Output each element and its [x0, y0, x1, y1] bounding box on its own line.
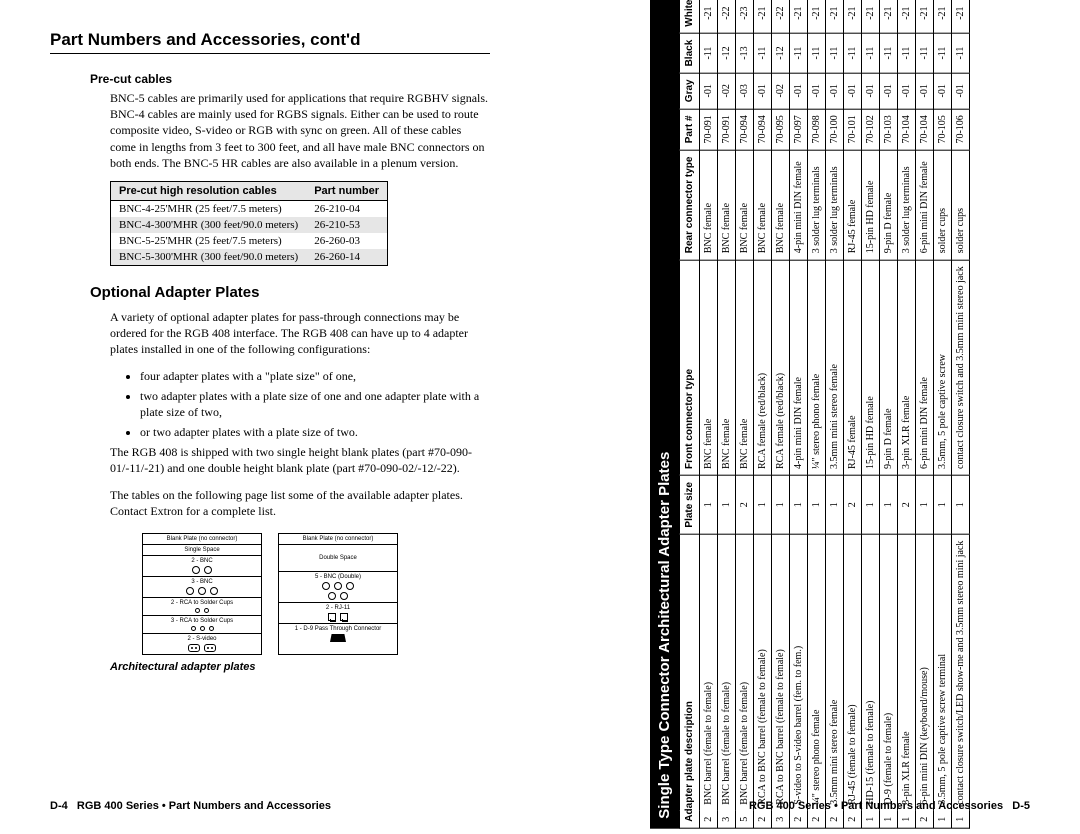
rca-icon	[200, 626, 205, 631]
bnc-icon	[210, 587, 218, 595]
rj11-icon	[340, 613, 348, 621]
adapter-plates-figure: Blank Plate (no connector) Single Space …	[50, 533, 490, 655]
rotated-table-wrap: Single Type Connector Architectural Adap…	[650, 0, 970, 829]
big-table-title: Single Type Connector Architectural Adap…	[650, 0, 679, 829]
table-row: 2¼" stereo phono female1¼" stereo phono …	[808, 0, 826, 828]
bnc-icon	[192, 566, 200, 574]
table-row: 26-pin mini DIN (keyboard/mouse)16-pin m…	[916, 0, 934, 828]
bnc-icon	[186, 587, 194, 595]
bnc-icon	[340, 592, 348, 600]
table-row: 2S-video to S-video barrel (fem. to fem.…	[790, 0, 808, 828]
precut-heading: Pre-cut cables	[90, 72, 490, 86]
bnc-icon	[198, 587, 206, 595]
adapter-plates-table: Adapter plate description Plate size Fro…	[679, 0, 970, 829]
rca-icon	[209, 626, 214, 631]
cables-col1: Pre-cut high resolution cables	[111, 181, 307, 200]
table-row: 1contact closure switch/LED show-me and …	[952, 0, 970, 828]
bnc-icon	[322, 582, 330, 590]
optional-p1: A variety of optional adapter plates for…	[110, 309, 490, 358]
svideo-icon	[188, 644, 200, 652]
table-row: 13-pin XLR female23-pin XLR female3 sold…	[898, 0, 916, 828]
table-row: 5BNC barrel (female to female)2BNC femal…	[736, 0, 754, 828]
rca-icon	[204, 608, 209, 613]
figure-col-b: Blank Plate (no connector) Double Space …	[278, 533, 398, 655]
bnc-icon	[346, 582, 354, 590]
cables-col2: Part number	[306, 181, 387, 200]
table-row: 1D-9 (female to female)19-pin D female9-…	[880, 0, 898, 828]
optional-p2: The RGB 408 is shipped with two single h…	[110, 444, 490, 476]
left-page: Part Numbers and Accessories, cont'd Pre…	[0, 0, 540, 834]
table-row: 23.5mm mini stereo female13.5mm mini ste…	[826, 0, 844, 828]
table-row: 13.5mm, 5 pole captive screw terminal13.…	[934, 0, 952, 828]
rca-icon	[195, 608, 200, 613]
cables-table: Pre-cut high resolution cables Part numb…	[110, 181, 388, 266]
table-row: 3RCA to BNC barrel (female to female)1RC…	[772, 0, 790, 828]
section-heading: Part Numbers and Accessories, cont'd	[50, 30, 490, 54]
optional-bullets: four adapter plates with a "plate size" …	[140, 368, 490, 441]
bnc-icon	[328, 592, 336, 600]
optional-title: Optional Adapter Plates	[90, 284, 490, 301]
bnc-icon	[334, 582, 342, 590]
rca-icon	[191, 626, 196, 631]
table-row: 2RCA to BNC barrel (female to female)1RC…	[754, 0, 772, 828]
table-row: 3BNC barrel (female to female)1BNC femal…	[718, 0, 736, 828]
right-page: Single Type Connector Architectural Adap…	[540, 0, 1080, 834]
figure-col-a: Blank Plate (no connector) Single Space …	[142, 533, 262, 655]
optional-p3: The tables on the following page list so…	[110, 487, 490, 519]
bnc-icon	[204, 566, 212, 574]
figure-caption: Architectural adapter plates	[110, 661, 490, 673]
precut-paragraph: BNC-5 cables are primarily used for appl…	[110, 90, 490, 171]
table-row: 2RJ-45 (female to female)2RJ-45 femaleRJ…	[844, 0, 862, 828]
table-row: 2BNC barrel (female to female)1BNC femal…	[700, 0, 718, 828]
d9-icon	[330, 634, 346, 642]
svideo-icon	[204, 644, 216, 652]
footer-left: D-4 RGB 400 Series • Part Numbers and Ac…	[50, 800, 331, 812]
table-row: 1HD-15 (female to female)115-pin HD fema…	[862, 0, 880, 828]
footer-right: RGB 400 Series • Part Numbers and Access…	[749, 800, 1030, 812]
rj11-icon	[328, 613, 336, 621]
